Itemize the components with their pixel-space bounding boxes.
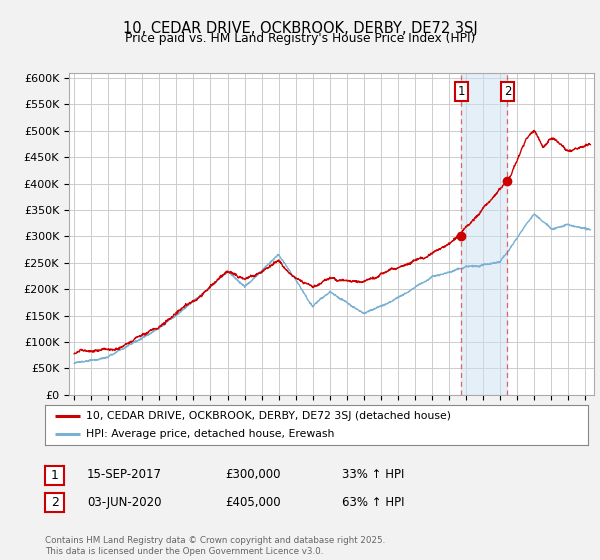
Text: 1: 1: [50, 469, 59, 482]
Text: 10, CEDAR DRIVE, OCKBROOK, DERBY, DE72 3SJ (detached house): 10, CEDAR DRIVE, OCKBROOK, DERBY, DE72 3…: [86, 411, 451, 421]
Text: 2: 2: [503, 85, 511, 98]
Text: 2: 2: [50, 496, 59, 510]
Text: 33% ↑ HPI: 33% ↑ HPI: [342, 468, 404, 482]
Text: 15-SEP-2017: 15-SEP-2017: [87, 468, 162, 482]
Text: £300,000: £300,000: [225, 468, 281, 482]
Text: £405,000: £405,000: [225, 496, 281, 509]
Text: Price paid vs. HM Land Registry's House Price Index (HPI): Price paid vs. HM Land Registry's House …: [125, 32, 475, 45]
Text: 1: 1: [457, 85, 465, 98]
Text: 63% ↑ HPI: 63% ↑ HPI: [342, 496, 404, 509]
Text: 10, CEDAR DRIVE, OCKBROOK, DERBY, DE72 3SJ: 10, CEDAR DRIVE, OCKBROOK, DERBY, DE72 3…: [122, 21, 478, 36]
Text: HPI: Average price, detached house, Erewash: HPI: Average price, detached house, Erew…: [86, 430, 334, 439]
Text: 03-JUN-2020: 03-JUN-2020: [87, 496, 161, 509]
Text: Contains HM Land Registry data © Crown copyright and database right 2025.
This d: Contains HM Land Registry data © Crown c…: [45, 536, 385, 556]
Bar: [461, 73, 508, 395]
